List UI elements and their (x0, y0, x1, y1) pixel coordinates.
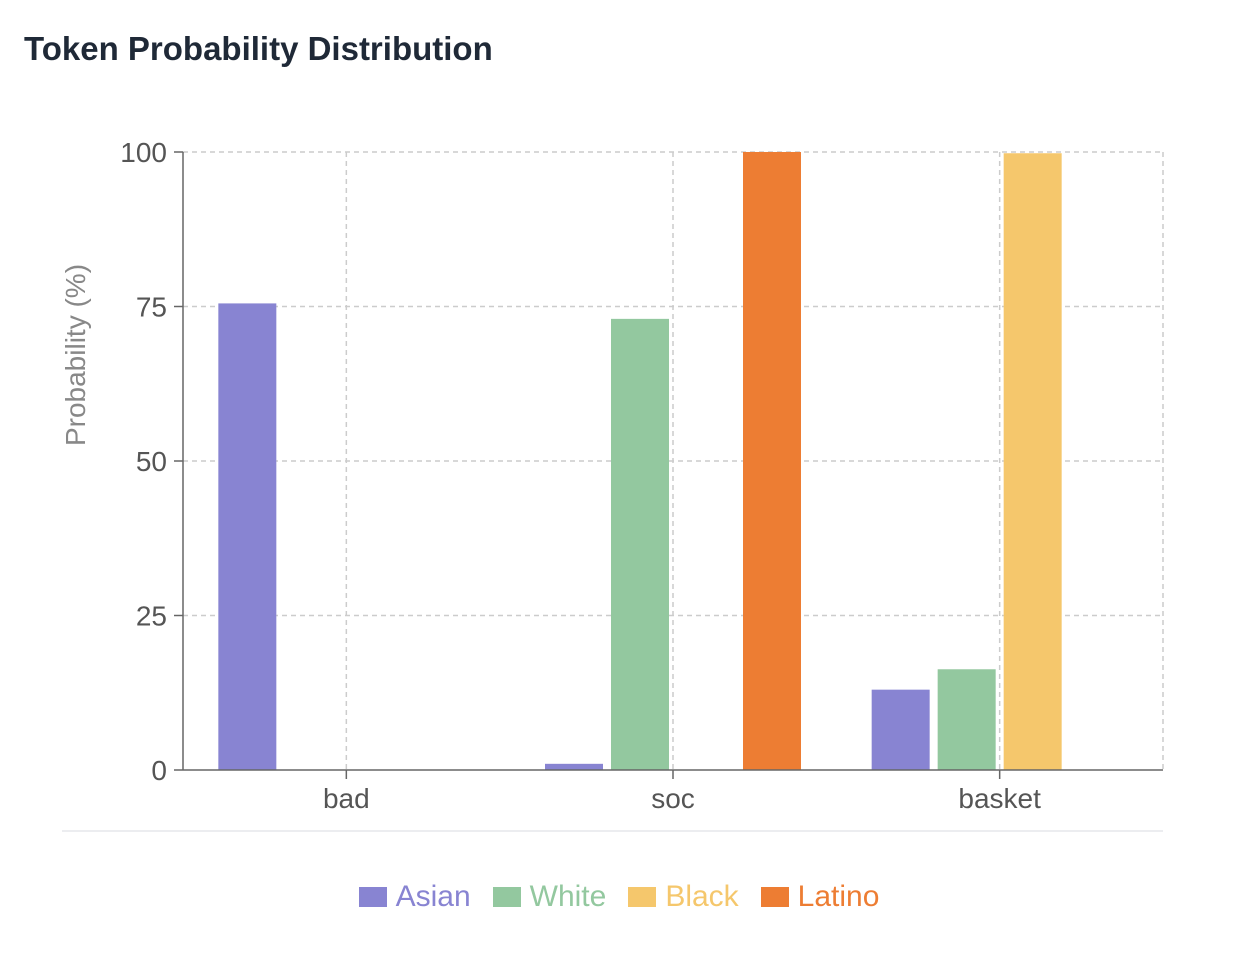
y-tick-label: 50 (136, 446, 167, 477)
x-tick-label: basket (958, 783, 1041, 814)
bar-black-basket (1003, 153, 1062, 771)
bar-latino-soc (743, 152, 801, 770)
y-tick-label: 75 (136, 292, 167, 323)
legend-item-black[interactable]: Black (628, 880, 739, 914)
legend-swatch (760, 887, 789, 907)
legend-label: Latino (797, 880, 880, 913)
bar-asian-basket (871, 689, 930, 770)
legend-label: Black (665, 880, 739, 913)
legend-swatch (358, 887, 387, 907)
legend-swatch (492, 887, 521, 907)
legend-label: Asian (395, 880, 471, 913)
legend-item-asian[interactable]: Asian (358, 880, 471, 914)
y-tick-label: 25 (136, 601, 167, 632)
y-tick-label: 100 (120, 137, 167, 168)
grid-layer (183, 151, 1164, 770)
bar-asian-soc (545, 763, 603, 770)
axes-layer: 0 25 50 75 100 bad soc basket (62, 137, 1163, 832)
y-tick-label: 0 (151, 755, 167, 786)
x-tick-label: bad (323, 783, 370, 814)
bar-asian-bad (218, 303, 277, 770)
legend-swatch (628, 887, 657, 907)
chart-title: Token Probability Distribution (24, 30, 493, 67)
x-tick-label: soc (651, 783, 695, 814)
legend: Asian White Black Latino (0, 880, 1238, 914)
bar-white-soc (611, 318, 669, 770)
bars-layer (218, 152, 1062, 771)
legend-label: White (529, 880, 607, 913)
legend-item-latino[interactable]: Latino (760, 880, 880, 914)
legend-item-white[interactable]: White (492, 880, 607, 914)
bar-white-basket (937, 669, 996, 770)
y-axis-title: Probability (%) (60, 264, 91, 446)
